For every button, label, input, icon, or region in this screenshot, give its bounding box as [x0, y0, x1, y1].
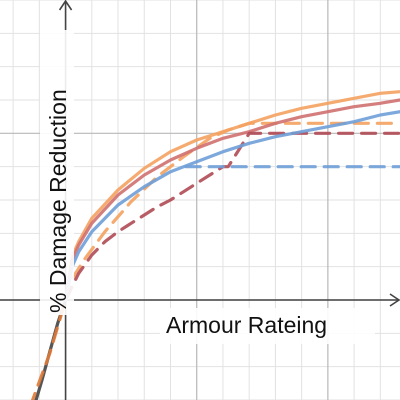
series-line-6 — [63, 131, 400, 302]
x-axis-label-bg — [160, 308, 375, 344]
y-axis-label-bg — [40, 30, 74, 315]
series-line-5 — [63, 98, 400, 302]
x-axis-label: Armour Rateing — [166, 312, 327, 338]
x-axis-arrow-icon — [389, 293, 400, 307]
y-axis-label: % Damage Reduction — [45, 89, 71, 313]
series-group — [30, 90, 400, 400]
series-line-7 — [63, 110, 400, 302]
y-axis-arrow-icon — [58, 0, 73, 11]
series-line-3 — [63, 90, 400, 302]
series-line-2 — [30, 298, 68, 400]
